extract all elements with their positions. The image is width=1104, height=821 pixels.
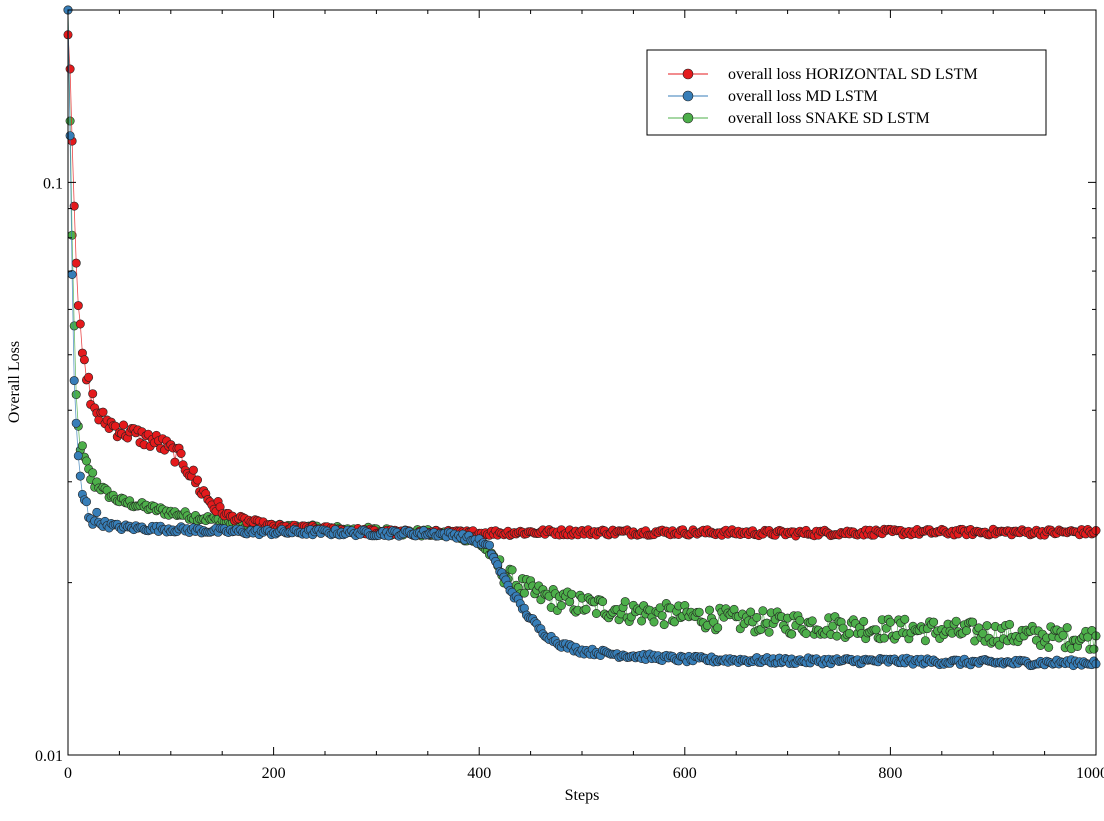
data-point xyxy=(82,497,92,507)
data-point xyxy=(713,623,723,633)
data-point xyxy=(795,615,805,625)
data-point xyxy=(787,629,797,639)
data-point xyxy=(565,597,575,607)
data-point xyxy=(556,600,566,610)
x-tick-label: 200 xyxy=(262,765,286,782)
data-point xyxy=(92,507,102,517)
data-point xyxy=(98,407,108,417)
data-point xyxy=(71,418,81,428)
data-point xyxy=(69,376,79,386)
legend-label: overall loss MD LSTM xyxy=(728,88,878,105)
data-point xyxy=(71,390,81,400)
series-2 xyxy=(63,5,1101,671)
data-point xyxy=(188,465,198,475)
data-point xyxy=(73,451,83,461)
data-point xyxy=(758,606,768,616)
x-axis-label: Steps xyxy=(565,787,600,804)
y-tick-label: 0.01 xyxy=(35,748,63,765)
data-point xyxy=(961,626,971,636)
data-point xyxy=(844,628,854,638)
data-point xyxy=(752,612,762,622)
data-point xyxy=(75,471,85,481)
data-point xyxy=(65,64,75,74)
x-tick-label: 600 xyxy=(673,765,697,782)
data-point xyxy=(65,131,75,141)
data-point xyxy=(746,607,756,617)
data-point xyxy=(84,372,94,382)
data-point xyxy=(75,319,85,329)
data-point xyxy=(119,420,129,430)
data-point xyxy=(82,456,92,466)
data-point xyxy=(879,633,889,643)
legend-label: overall loss SNAKE SD LSTM xyxy=(728,110,930,127)
data-point xyxy=(507,565,517,575)
data-point xyxy=(71,258,81,268)
data-point xyxy=(657,611,667,621)
data-point xyxy=(88,468,98,478)
data-point xyxy=(994,640,1004,650)
legend-marker xyxy=(682,90,694,102)
data-point xyxy=(828,621,838,631)
data-point xyxy=(170,457,180,467)
x-tick-label: 0 xyxy=(64,765,72,782)
data-point xyxy=(659,620,669,630)
data-point xyxy=(1005,619,1015,629)
data-point xyxy=(920,636,930,646)
data-point xyxy=(567,589,577,599)
data-point xyxy=(859,616,869,626)
data-point xyxy=(885,617,895,627)
data-point xyxy=(871,625,881,635)
legend-label: overall loss HORIZONTAL SD LSTM xyxy=(728,66,978,83)
data-point xyxy=(1044,642,1054,652)
data-point xyxy=(929,617,939,627)
data-point xyxy=(968,617,978,627)
data-point xyxy=(832,631,842,641)
data-point xyxy=(982,621,992,631)
legend-box xyxy=(646,49,1047,136)
x-tick-label: 400 xyxy=(467,765,491,782)
data-point xyxy=(704,605,714,615)
data-point xyxy=(900,614,910,624)
x-tick-label: 1000 xyxy=(1076,765,1104,782)
data-point xyxy=(484,540,494,550)
data-point xyxy=(764,627,774,637)
data-point xyxy=(176,448,186,458)
data-point xyxy=(581,604,591,614)
data-point xyxy=(1062,623,1072,633)
data-point xyxy=(69,201,79,211)
data-point xyxy=(1058,630,1068,640)
legend-item-1: overall loss HORIZONTAL SD LSTM xyxy=(668,66,978,83)
data-point xyxy=(801,629,811,639)
legend-item-2: overall loss MD LSTM xyxy=(668,88,878,105)
data-point xyxy=(838,623,848,633)
data-point xyxy=(88,389,98,399)
y-axis-label: Overall Loss xyxy=(6,341,23,423)
data-point xyxy=(637,616,647,626)
data-point xyxy=(79,355,89,365)
data-point xyxy=(951,616,961,626)
x-tick-label: 800 xyxy=(878,765,902,782)
data-point xyxy=(591,608,601,618)
data-point xyxy=(807,616,817,626)
legend-item-3: overall loss SNAKE SD LSTM xyxy=(668,110,930,127)
y-tick-label: 0.1 xyxy=(43,175,63,192)
ticks-layer: 0 200 400 600 800 1000 0.01 0.1 xyxy=(35,9,1104,782)
data-point xyxy=(620,597,630,607)
legend-items: overall loss HORIZONTAL SD LSTM overall l… xyxy=(668,66,978,127)
data-point xyxy=(77,441,87,451)
data-point xyxy=(669,617,679,627)
data-point xyxy=(649,617,659,627)
data-point xyxy=(193,475,203,485)
legend-marker xyxy=(682,68,694,80)
data-point xyxy=(1089,644,1099,654)
data-point xyxy=(694,607,704,617)
data-point xyxy=(73,301,83,311)
data-point xyxy=(598,597,608,607)
legend: overall loss HORIZONTAL SD LSTM overall l… xyxy=(646,49,1047,136)
data-point xyxy=(519,588,529,598)
legend-marker xyxy=(682,112,694,124)
series-layer xyxy=(63,5,1101,671)
